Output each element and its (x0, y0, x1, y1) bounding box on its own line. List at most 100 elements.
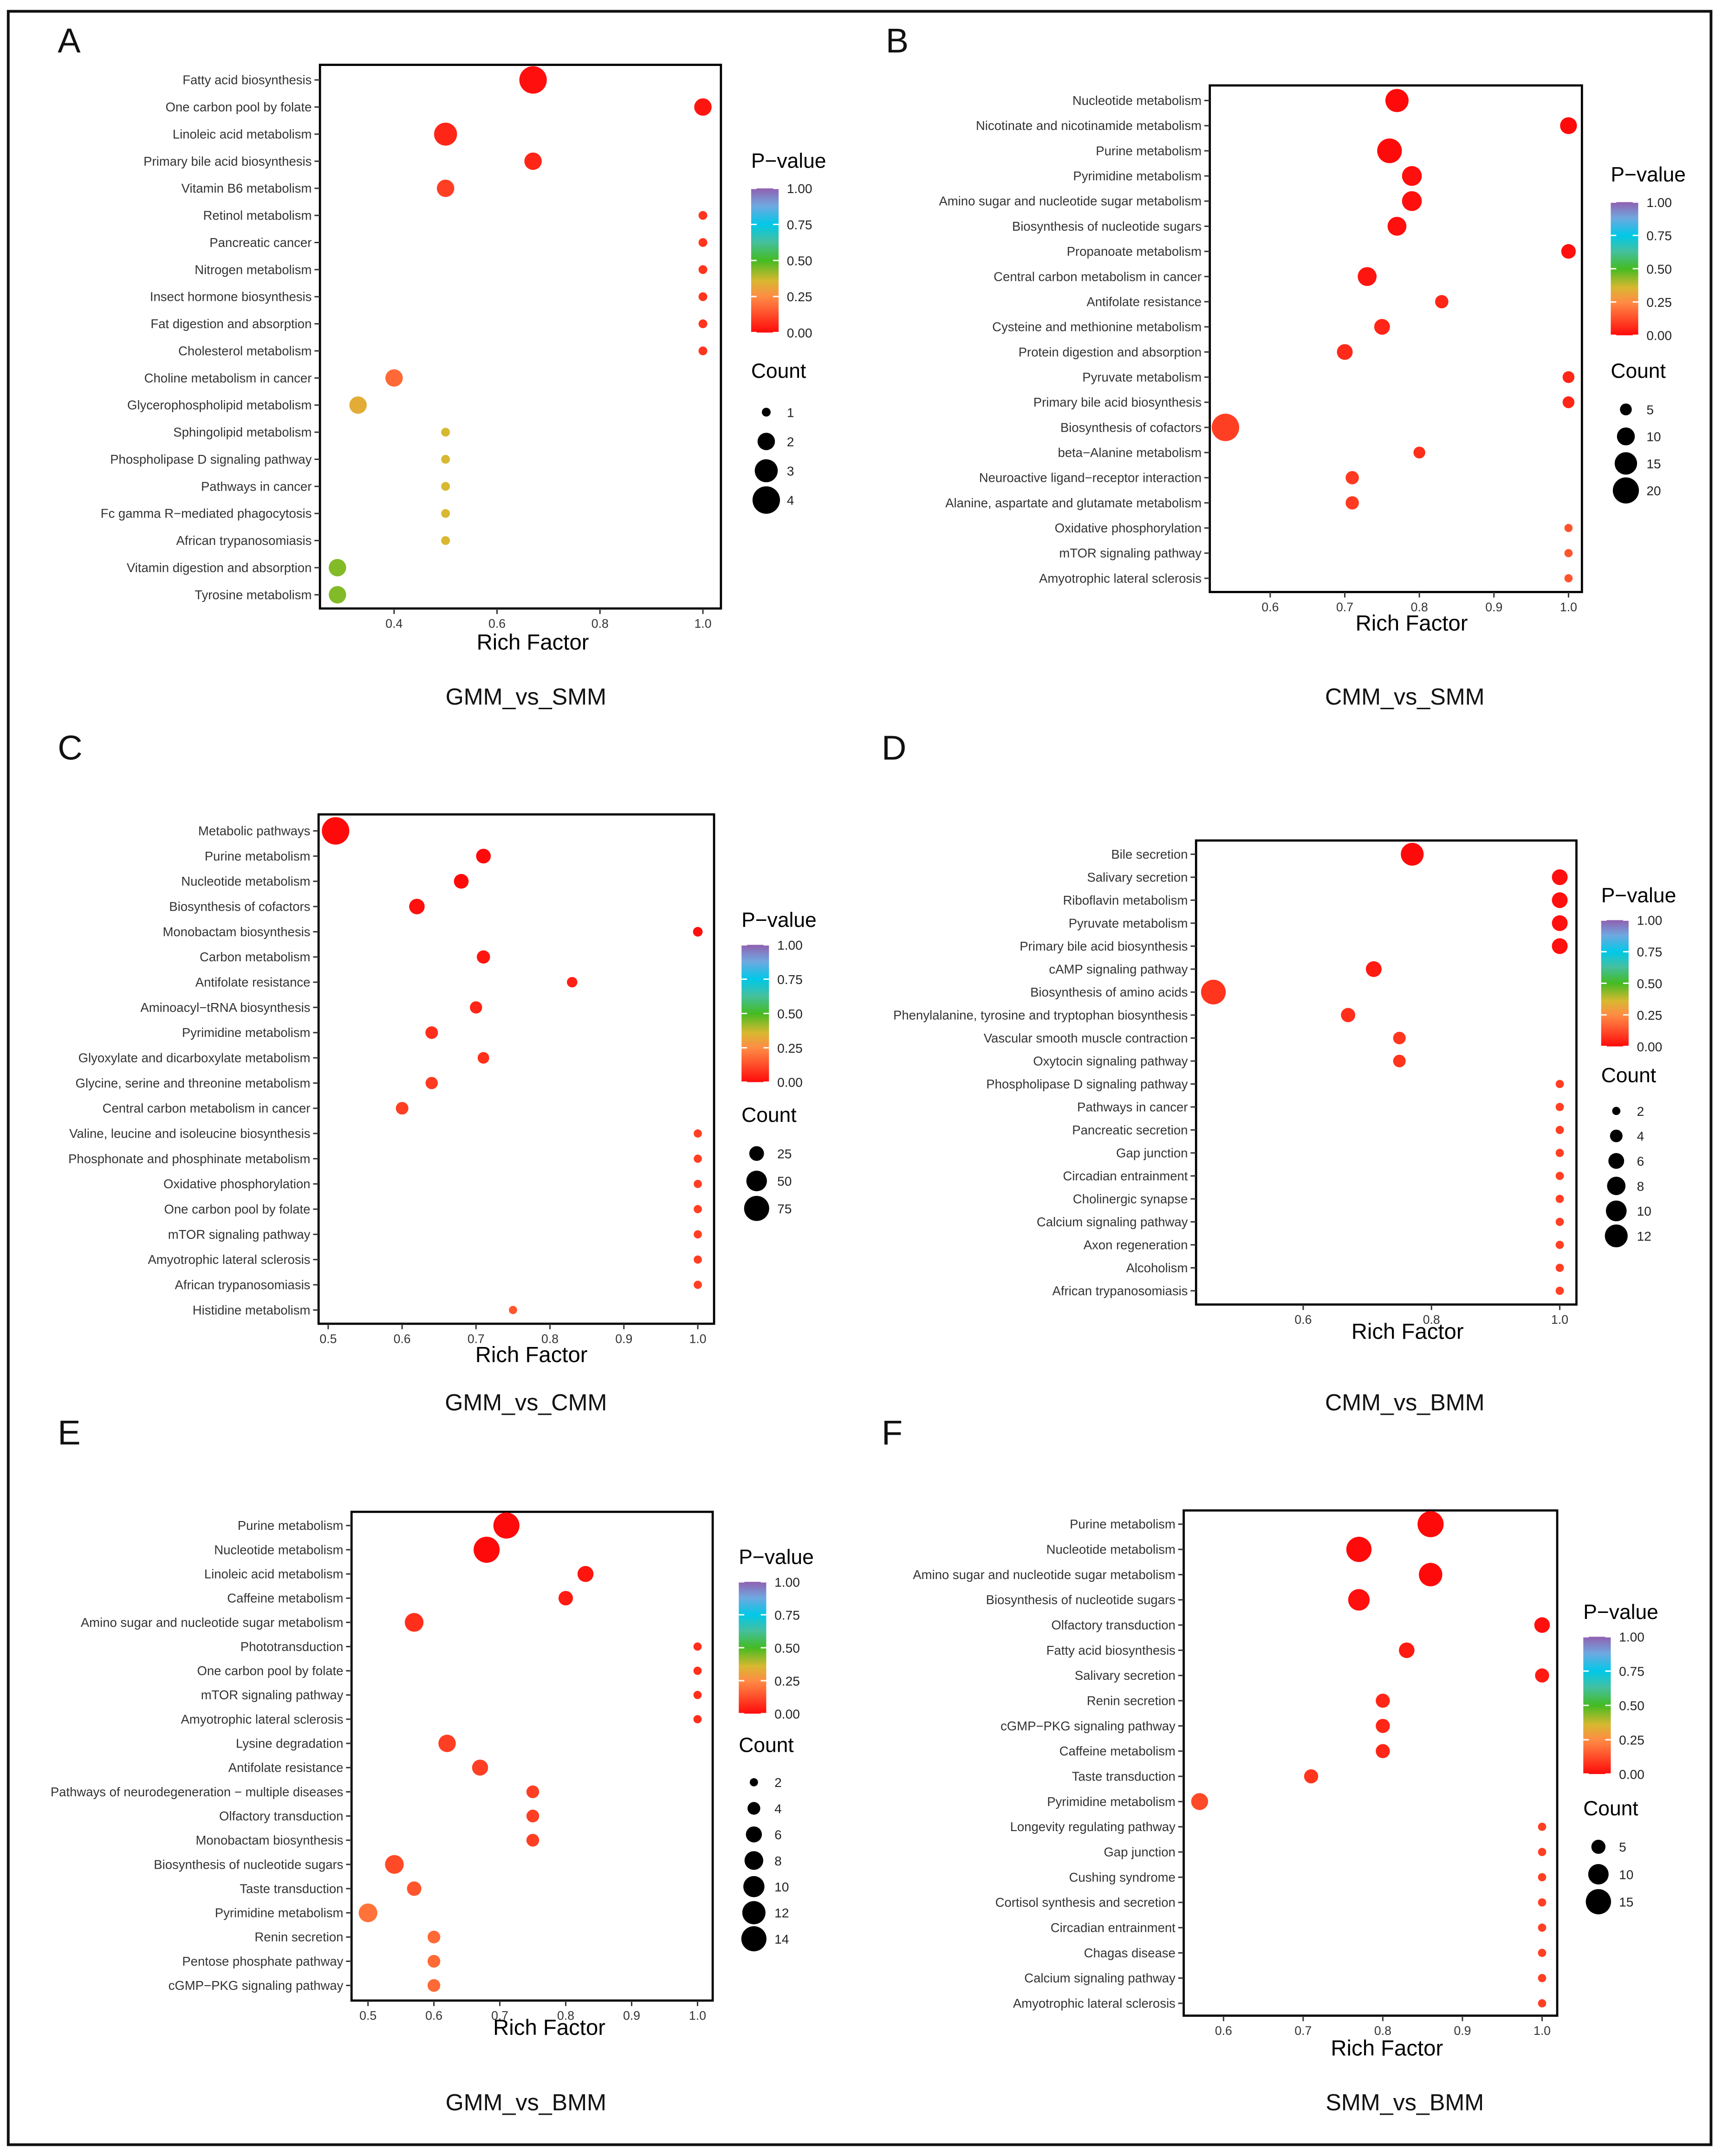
y-tick-label: Purine metabolism (1070, 1517, 1176, 1531)
y-tick-label: Fatty acid biosynthesis (1046, 1643, 1176, 1657)
data-point (1346, 1536, 1372, 1562)
y-tick-label: One carbon pool by folate (165, 100, 312, 114)
x-axis-title: Rich Factor (1352, 1319, 1464, 1344)
y-tick-label: Calcium signaling pathway (1024, 1971, 1176, 1985)
y-tick-label: Pyrimidine metabolism (1073, 169, 1202, 183)
data-point (407, 1881, 422, 1896)
data-point (1387, 217, 1407, 236)
colorbar-label: 1.00 (1619, 1630, 1644, 1645)
count-legend-key (757, 433, 775, 450)
data-point (454, 874, 469, 889)
count-legend-label: 8 (1637, 1179, 1644, 1193)
data-point (434, 123, 457, 146)
data-point (1555, 1241, 1564, 1249)
y-tick-label: Calcium signaling pathway (1037, 1215, 1188, 1229)
y-tick-label: Biosynthesis of nucleotide sugars (986, 1593, 1176, 1607)
data-point (427, 1979, 441, 1992)
y-tick-label: African trypanosomiasis (176, 533, 312, 548)
count-legend-key (1591, 1839, 1606, 1854)
colorbar-label: 0.00 (774, 1707, 800, 1721)
data-point (1538, 1898, 1547, 1907)
colorbar-label: 0.00 (1619, 1767, 1644, 1781)
y-tick-label: Amino sugar and nucleotide sugar metabol… (81, 1615, 344, 1630)
data-point (524, 152, 542, 170)
data-point (396, 1102, 409, 1115)
data-point (1413, 447, 1425, 459)
y-tick-label: Salivary secretion (1075, 1668, 1176, 1683)
data-point (476, 848, 491, 864)
panel-letter: E (58, 1413, 80, 1452)
y-tick-label: mTOR signaling pathway (201, 1688, 344, 1702)
data-point (322, 817, 350, 845)
count-legend-key (1610, 1129, 1623, 1142)
pvalue-legend-title: P−value (739, 1546, 814, 1569)
data-point (1538, 1822, 1547, 1831)
count-legend-label: 4 (787, 493, 794, 508)
data-point (694, 1129, 702, 1138)
data-point (526, 1785, 539, 1799)
data-point (1561, 244, 1576, 259)
data-point (441, 509, 450, 518)
data-point (1555, 1126, 1564, 1134)
data-point (1376, 1693, 1390, 1708)
colorbar-label: 0.00 (1637, 1040, 1663, 1054)
data-point (1345, 471, 1359, 485)
y-tick-label: Amyotrophic lateral sclerosis (181, 1712, 343, 1726)
count-legend-key (1612, 1107, 1621, 1115)
x-axis-title: Rich Factor (475, 1343, 588, 1367)
y-tick-label: Oxidative phosphorylation (1055, 521, 1202, 535)
data-point (1376, 1719, 1390, 1733)
data-point (1560, 117, 1577, 134)
data-point (1534, 1617, 1550, 1633)
colorbar-label: 0.50 (1619, 1699, 1644, 1713)
count-legend-key (1605, 1224, 1628, 1248)
y-tick-label: Cortisol synthesis and secretion (995, 1895, 1176, 1910)
y-tick-label: Protein digestion and absorption (1019, 345, 1202, 359)
x-tick-label: 0.6 (1215, 2024, 1232, 2038)
y-tick-label: Metabolic pathways (198, 824, 311, 838)
y-tick-label: Pathways in cancer (201, 479, 312, 493)
y-tick-label: Caffeine metabolism (1059, 1744, 1176, 1758)
x-tick-label: 0.8 (541, 1332, 559, 1346)
data-point (427, 1955, 441, 1968)
y-tick-label: Alanine, aspartate and glutamate metabol… (945, 496, 1202, 510)
count-legend-label: 2 (1637, 1104, 1644, 1119)
y-tick-label: Histidine metabolism (193, 1303, 311, 1317)
count-legend-label: 10 (1646, 430, 1661, 444)
data-point (1538, 1873, 1547, 1882)
y-tick-label: Glycine, serine and threonine metabolism (75, 1076, 310, 1090)
count-legend-label: 5 (1646, 402, 1654, 417)
data-point (694, 1154, 702, 1163)
data-point (693, 927, 703, 937)
data-point (519, 66, 547, 94)
count-legend-label: 8 (774, 1854, 782, 1868)
y-tick-label: Fc gamma R−mediated phagocytosis (101, 506, 312, 521)
y-tick-label: Vitamin B6 metabolism (182, 181, 312, 195)
plot-area (317, 813, 715, 1325)
y-tick-label: Taste transduction (1072, 1769, 1176, 1784)
data-point (577, 1566, 594, 1582)
data-point (1337, 344, 1353, 360)
colorbar-label: 1.00 (1637, 913, 1663, 928)
panel-subtitle: CMM_vs_BMM (1325, 1389, 1485, 1415)
data-point (425, 1026, 438, 1039)
colorbar-label: 0.50 (774, 1641, 800, 1655)
x-tick-label: 0.6 (394, 1332, 411, 1346)
x-tick-label: 0.6 (1261, 600, 1279, 614)
count-legend-label: 5 (1619, 1840, 1626, 1854)
pvalue-legend-title: P−value (741, 909, 817, 932)
y-tick-label: cGMP−PKG signaling pathway (169, 1978, 344, 1993)
data-point (1555, 1287, 1564, 1295)
data-point (1555, 1172, 1564, 1180)
count-legend-label: 25 (777, 1147, 792, 1161)
count-legend-label: 4 (1637, 1129, 1644, 1144)
data-point (1201, 979, 1226, 1005)
data-point (694, 1255, 702, 1264)
colorbar-label: 1.00 (774, 1575, 800, 1589)
y-tick-label: Pathways of neurodegeneration − multiple… (51, 1785, 344, 1799)
y-tick-label: Sphingolipid metabolism (173, 425, 312, 440)
panel-subtitle: GMM_vs_CMM (445, 1389, 607, 1415)
count-legend-label: 12 (774, 1906, 789, 1920)
data-point (526, 1809, 539, 1823)
x-tick-label: 0.8 (591, 616, 609, 630)
